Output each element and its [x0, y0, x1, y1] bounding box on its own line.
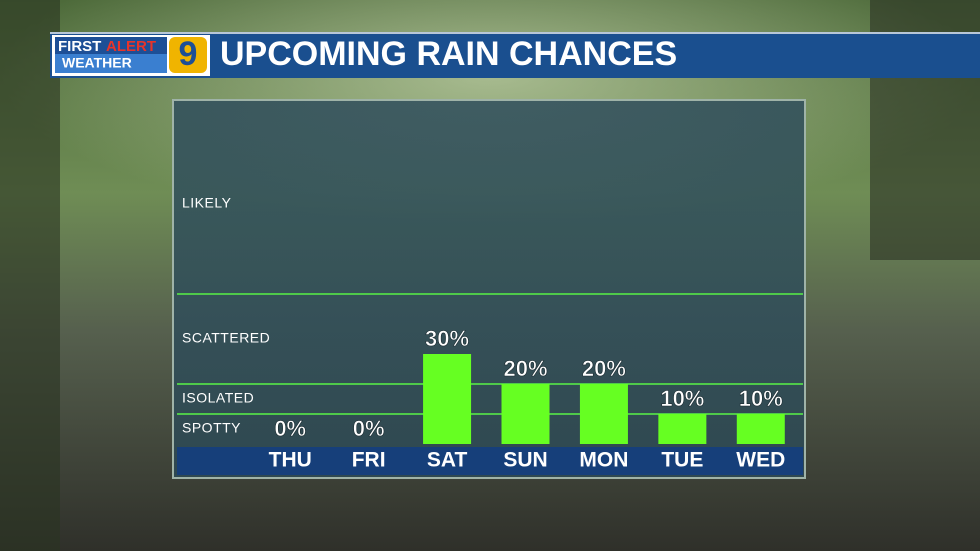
zone-label: ISOLATED [182, 390, 254, 406]
value-label: 20% [503, 356, 547, 381]
bar [658, 414, 707, 444]
x-tick-label: WED [736, 449, 785, 472]
bar [423, 354, 472, 444]
x-tick-label: THU [269, 449, 312, 472]
zone-label: SPOTTY [182, 420, 241, 436]
x-tick-label: SAT [427, 449, 468, 472]
value-label: 10% [739, 386, 783, 411]
value-label: 0% [353, 416, 385, 441]
chart-panel [172, 99, 806, 479]
value-label: 20% [582, 356, 626, 381]
header-rule [50, 32, 980, 34]
x-tick-label: SUN [503, 449, 547, 472]
chart-title: UPCOMING RAIN CHANCES [220, 35, 677, 73]
tree-trunk [0, 0, 60, 551]
bar [501, 384, 550, 444]
x-tick-label: FRI [352, 449, 386, 472]
zone-label: SCATTERED [182, 330, 270, 346]
logo-alert: ALERT [106, 38, 156, 55]
value-label: 0% [274, 416, 306, 441]
category-strip [177, 447, 803, 475]
value-label: 30% [425, 326, 469, 351]
value-label: 10% [660, 386, 704, 411]
bar [736, 414, 785, 444]
logo-bottom [55, 54, 167, 73]
zone-label: LIKELY [182, 195, 232, 211]
logo-top [55, 37, 167, 55]
logo-channel: 9 [179, 35, 198, 73]
logo-weather: WEATHER [62, 55, 132, 71]
logo-first: FIRST [58, 38, 101, 55]
x-tick-label: TUE [661, 449, 703, 472]
bar [579, 384, 628, 444]
x-tick-label: MON [579, 449, 628, 472]
logo-badge [169, 37, 207, 73]
